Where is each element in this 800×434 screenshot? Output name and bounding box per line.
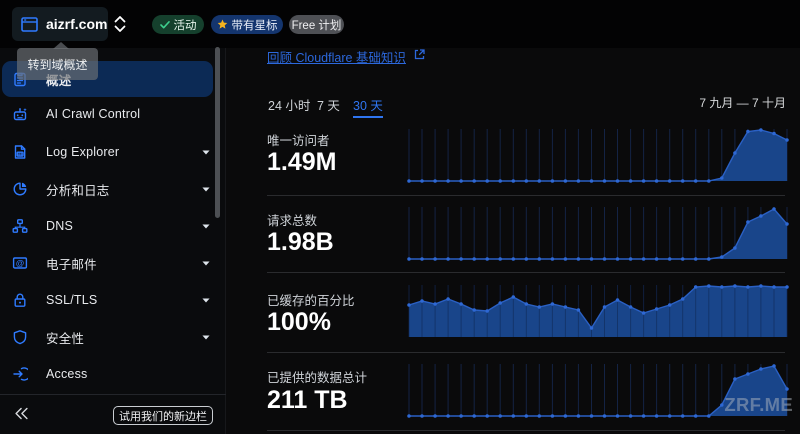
svg-text:@: @ (16, 258, 24, 268)
